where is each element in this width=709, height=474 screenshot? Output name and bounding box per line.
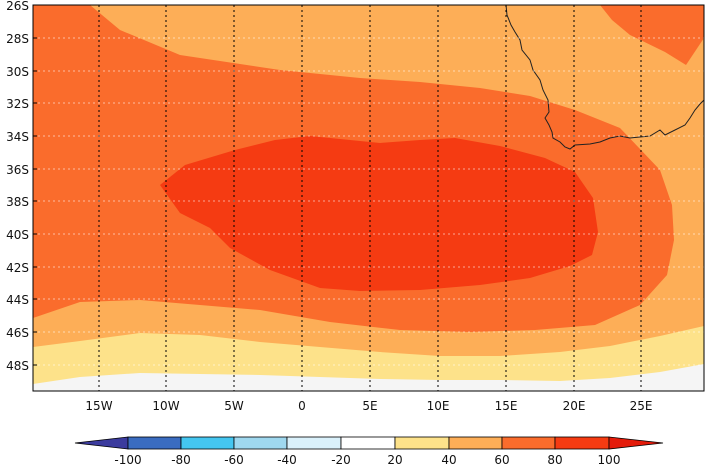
colorbar-label: 100: [598, 453, 621, 467]
lat-label: 38S: [6, 195, 29, 209]
colorbar: -100 -80 -60 -40 -20 20 40 60 80 100: [74, 436, 664, 467]
africa-coastline: [505, 5, 704, 150]
map-frame: [32, 4, 705, 392]
lon-label: 5E: [362, 399, 377, 413]
lat-labels: 26S 28S 30S 32S 34S 36S 38S 40S 42S 44S …: [6, 0, 29, 373]
colorbar-arrow-low: [74, 436, 129, 450]
colorbar-label: -100: [114, 453, 141, 467]
contour-fields: [33, 5, 704, 391]
lat-label: 34S: [6, 130, 29, 144]
colorbar-swatch: [286, 436, 342, 450]
colorbar-label: -60: [224, 453, 244, 467]
lat-label: 30S: [6, 65, 29, 79]
lon-label: 15W: [85, 399, 112, 413]
lon-label: 15E: [495, 399, 518, 413]
lon-label: 10E: [427, 399, 450, 413]
colorbar-swatch: [340, 436, 396, 450]
colorbar-swatch: [180, 436, 235, 450]
coastline: [505, 5, 704, 150]
lon-label: 10W: [152, 399, 179, 413]
colorbar-label: -40: [277, 453, 297, 467]
colorbar-label: 80: [547, 453, 562, 467]
graticule: [98, 5, 642, 391]
colorbar-swatch: [127, 436, 182, 450]
lat-label: 32S: [6, 97, 29, 111]
lon-label: 20E: [563, 399, 586, 413]
lon-label: 5W: [224, 399, 244, 413]
colorbar-label: 60: [494, 453, 509, 467]
lat-label: 44S: [6, 293, 29, 307]
graticule-parallels: [33, 37, 704, 366]
lat-label: 42S: [6, 261, 29, 275]
field-60-80-ne: [600, 5, 704, 65]
colorbar-labels: -100 -80 -60 -40 -20 20 40 60 80 100: [114, 453, 620, 467]
lat-tick-marks: [33, 4, 37, 366]
colorbar-label: 40: [441, 453, 456, 467]
colorbar-swatch: [233, 436, 288, 450]
lat-label: 28S: [6, 32, 29, 46]
colorbar-swatch: [501, 436, 556, 450]
lat-label: 40S: [6, 228, 29, 242]
colorbar-swatch: [554, 436, 610, 450]
lon-labels: 15W 10W 5W 0 5E 10E 15E 20E 25E: [85, 399, 652, 413]
field-n20-20: [33, 364, 704, 391]
lat-label: 26S: [6, 0, 29, 13]
colorbar-label: 20: [387, 453, 402, 467]
colorbar-swatch: [448, 436, 503, 450]
colorbar-swatch: [394, 436, 450, 450]
lon-label: 25E: [630, 399, 653, 413]
lat-label: 36S: [6, 163, 29, 177]
field-80-100: [160, 136, 598, 291]
colorbar-arrow-high: [608, 436, 664, 450]
lat-label: 48S: [6, 359, 29, 373]
colorbar-label: -80: [171, 453, 191, 467]
lon-label: 0: [298, 399, 306, 413]
colorbar-label: -20: [331, 453, 351, 467]
lat-label: 46S: [6, 326, 29, 340]
